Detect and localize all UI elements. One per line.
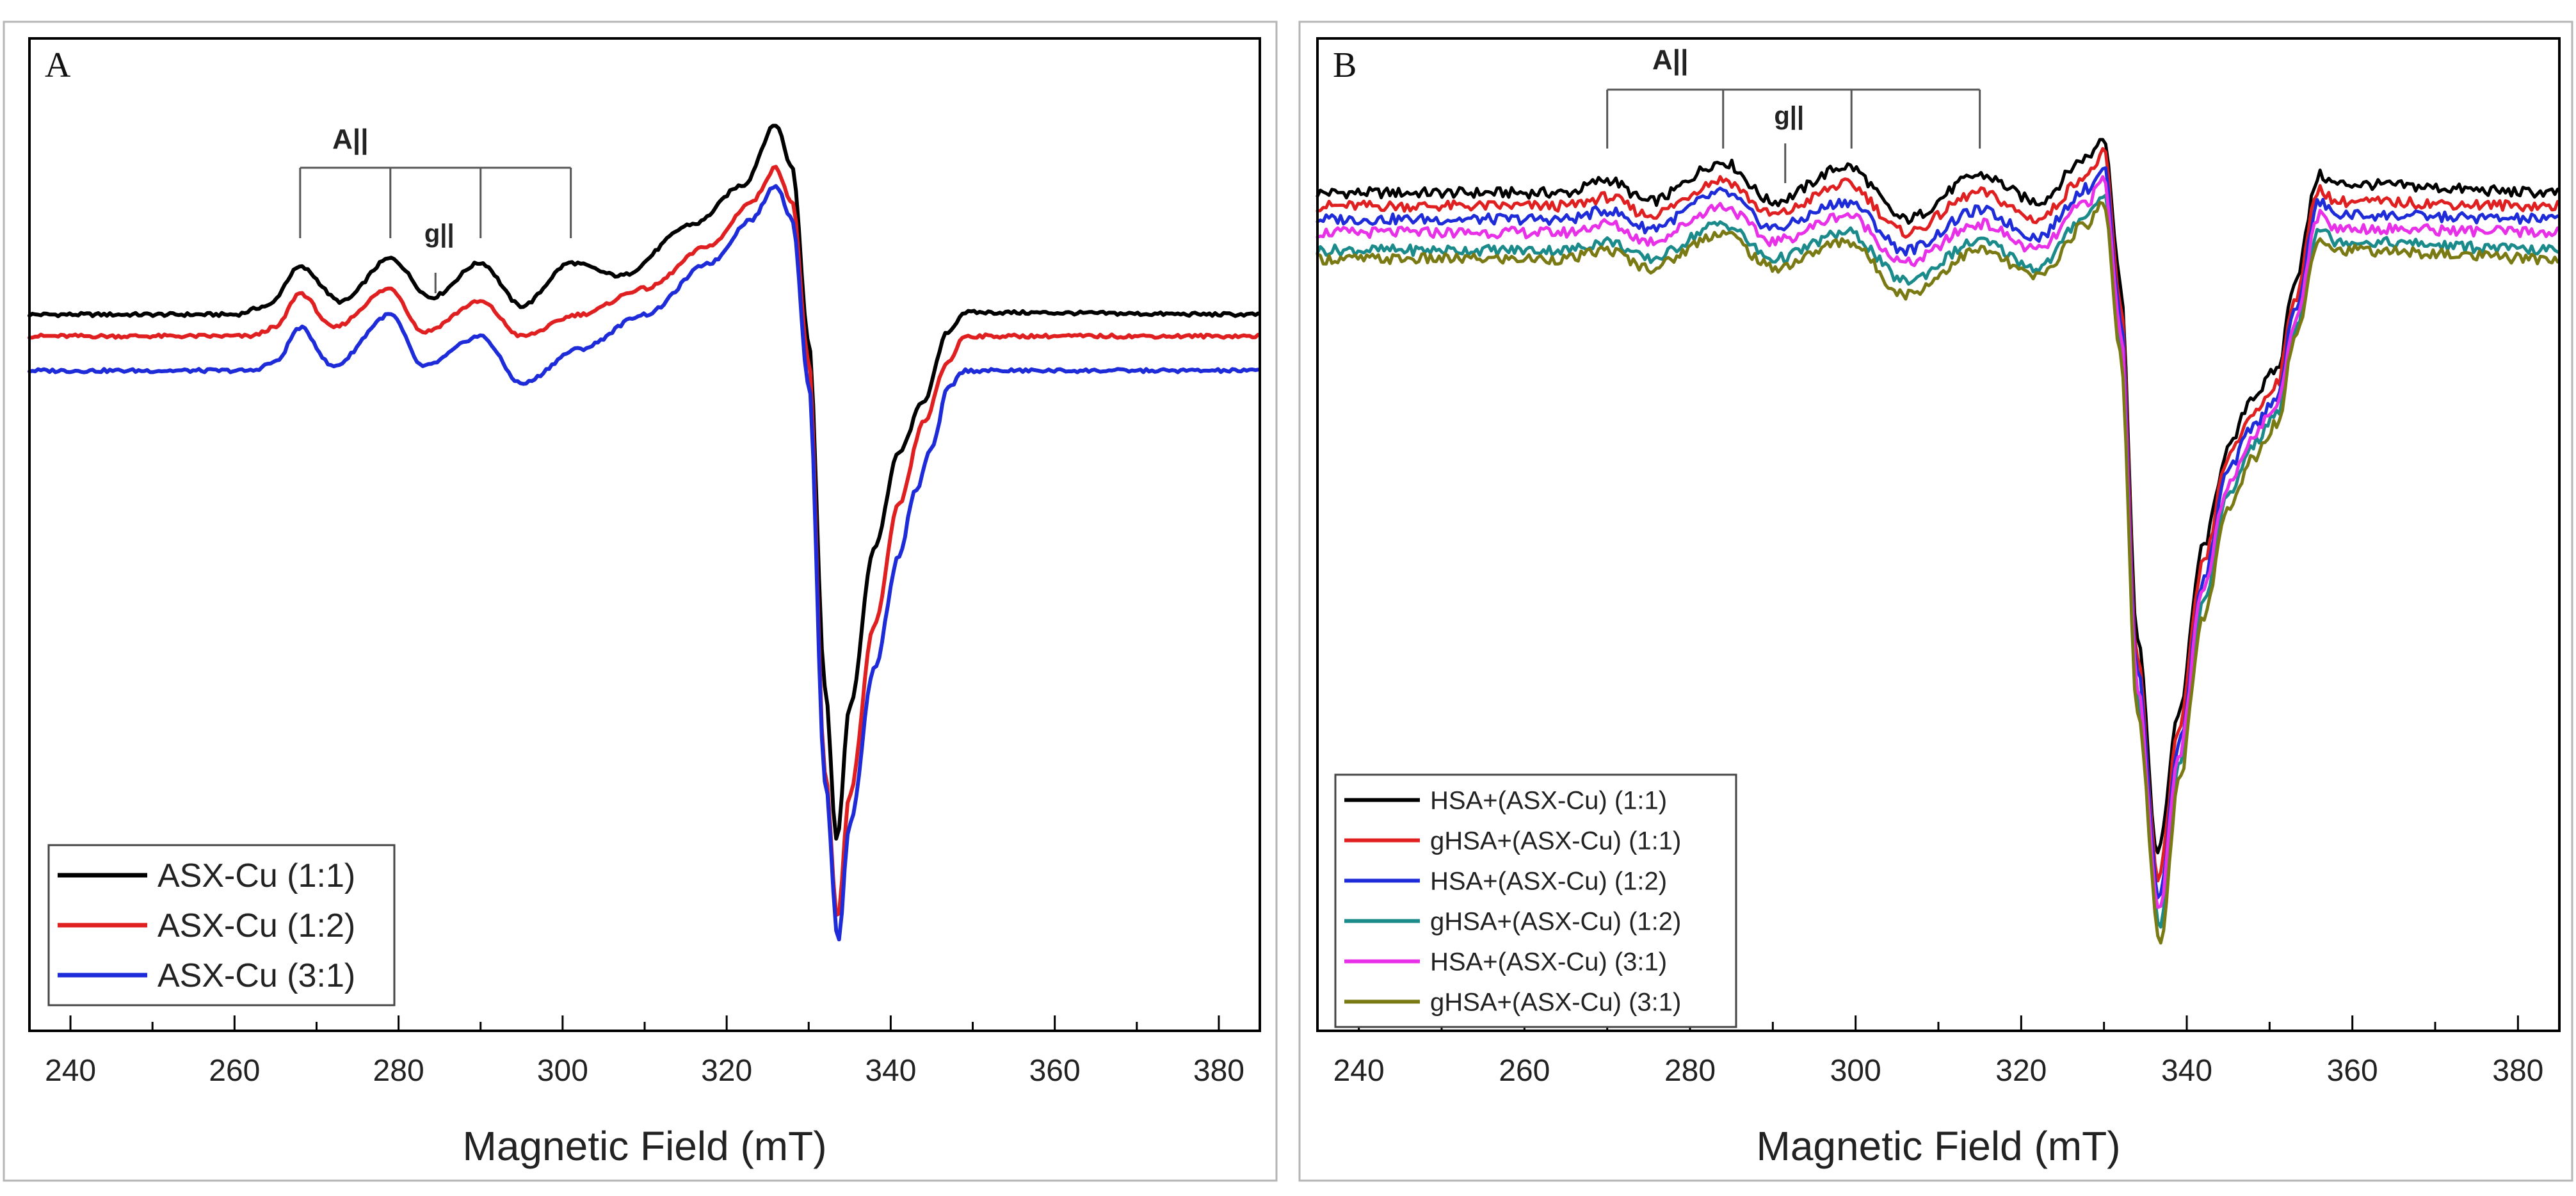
panel-b-series xyxy=(1316,138,2559,945)
series-line-1 xyxy=(1316,138,2559,855)
panel-a-x-axis-label: Magnetic Field (mT) xyxy=(463,1123,827,1169)
a-parallel-label: A|| xyxy=(1652,44,1688,76)
x-tick-label: 320 xyxy=(701,1054,752,1088)
x-tick-label: 360 xyxy=(2327,1054,2378,1088)
legend-box xyxy=(1334,773,1737,1028)
x-tick-label: 380 xyxy=(1193,1054,1244,1088)
a-parallel-label: A|| xyxy=(332,124,368,156)
panel-a-series xyxy=(28,124,1260,942)
panel-a-letter: A xyxy=(45,45,71,85)
x-tick-label: 260 xyxy=(1499,1054,1550,1088)
x-tick-label: 240 xyxy=(1333,1054,1385,1088)
x-tick-label: 380 xyxy=(2492,1054,2543,1088)
series-line-1 xyxy=(28,124,1260,841)
series-line-6 xyxy=(1316,200,2559,945)
x-tick-label: 300 xyxy=(1830,1054,1881,1088)
x-tick-label: 320 xyxy=(1995,1054,2047,1088)
panel-b-annotations: A|| g|| xyxy=(1606,44,1981,183)
panel-a-frame xyxy=(3,20,1278,1182)
legend-label: HSA+(ASX-Cu) (1:1) xyxy=(1430,787,1667,815)
panel-a-annotations: A|| g|| xyxy=(299,124,572,293)
legend-label: gHSA+(ASX-Cu) (1:2) xyxy=(1430,908,1681,936)
series-line-3 xyxy=(28,184,1260,942)
legend-label: gHSA+(ASX-Cu) (3:1) xyxy=(1430,989,1681,1017)
series-line-3 xyxy=(1316,166,2559,900)
x-tick-label: 340 xyxy=(2161,1054,2212,1088)
panel-a: A A|| g|| 240 260 280 300 320 340 360 380 Magnet… xyxy=(3,20,1278,1182)
x-tick-label: 280 xyxy=(1664,1054,1716,1088)
legend-label: HSA+(ASX-Cu) (1:2) xyxy=(1430,868,1667,896)
panel-b-legend: HSA+(ASX-Cu) (1:1) gHSA+(ASX-Cu) (1:1) HSA… xyxy=(1334,773,1737,1028)
g-parallel-label: g|| xyxy=(424,220,455,248)
panel-b: B A|| g|| 240 260 280 300 320 340 360 380 Magnet… xyxy=(1298,20,2573,1182)
x-tick-label: 300 xyxy=(537,1054,588,1088)
panel-a-x-axis: 240 260 280 300 320 340 360 380 xyxy=(45,1015,1244,1088)
legend-label: ASX-Cu (1:2) xyxy=(157,907,355,944)
panel-b-x-axis: 240 260 280 300 320 340 360 380 xyxy=(1333,1015,2543,1088)
legend-label: gHSA+(ASX-Cu) (1:1) xyxy=(1430,827,1681,855)
panel-b-letter: B xyxy=(1333,45,1356,85)
legend-label: HSA+(ASX-Cu) (3:1) xyxy=(1430,948,1667,976)
legend-label: ASX-Cu (3:1) xyxy=(157,957,355,994)
series-line-5 xyxy=(1316,175,2559,909)
g-parallel-label: g|| xyxy=(1774,102,1804,130)
series-line-2 xyxy=(28,165,1260,917)
x-tick-label: 340 xyxy=(865,1054,916,1088)
legend-label: ASX-Cu (1:1) xyxy=(157,857,355,894)
panel-b-x-axis-label: Magnetic Field (mT) xyxy=(1757,1123,2121,1169)
series-line-2 xyxy=(1316,147,2559,883)
x-tick-label: 280 xyxy=(373,1054,424,1088)
series-line-4 xyxy=(1316,193,2559,929)
panel-a-legend: ASX-Cu (1:1) ASX-Cu (1:2) ASX-Cu (3:1) xyxy=(47,844,396,1006)
x-tick-label: 240 xyxy=(45,1054,96,1088)
x-tick-label: 360 xyxy=(1029,1054,1081,1088)
x-tick-label: 260 xyxy=(209,1054,260,1088)
